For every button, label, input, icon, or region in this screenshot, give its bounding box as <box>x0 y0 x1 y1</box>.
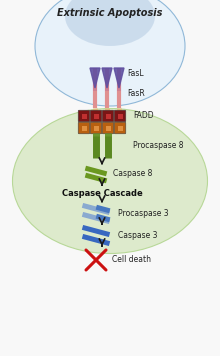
FancyBboxPatch shape <box>114 122 126 134</box>
Polygon shape <box>90 68 100 88</box>
Bar <box>85 166 107 176</box>
Bar <box>96 214 110 222</box>
Bar <box>82 234 110 246</box>
Bar <box>106 114 110 119</box>
FancyBboxPatch shape <box>90 122 102 134</box>
Bar <box>117 126 123 131</box>
Bar <box>94 126 99 131</box>
Bar <box>81 126 86 131</box>
Text: FADD: FADD <box>133 111 154 120</box>
FancyBboxPatch shape <box>114 110 126 122</box>
Text: FasL: FasL <box>127 69 144 79</box>
Bar <box>81 114 86 119</box>
Text: Caspase 8: Caspase 8 <box>113 169 152 178</box>
FancyBboxPatch shape <box>90 110 102 122</box>
Bar <box>94 114 99 119</box>
Text: Cell death: Cell death <box>112 256 151 265</box>
Bar <box>82 212 110 224</box>
Bar <box>82 203 110 215</box>
Bar <box>82 225 110 237</box>
Bar <box>96 205 110 213</box>
Text: Caspase 3: Caspase 3 <box>118 230 158 240</box>
Ellipse shape <box>35 0 185 106</box>
Ellipse shape <box>13 109 207 253</box>
Bar <box>106 126 110 131</box>
Bar <box>85 173 107 183</box>
FancyBboxPatch shape <box>102 110 114 122</box>
Text: Procaspase 3: Procaspase 3 <box>118 209 169 218</box>
FancyBboxPatch shape <box>78 122 90 134</box>
Text: Procaspase 8: Procaspase 8 <box>133 141 183 151</box>
Polygon shape <box>102 68 112 88</box>
Ellipse shape <box>65 0 155 46</box>
Polygon shape <box>114 68 124 88</box>
FancyBboxPatch shape <box>78 110 90 122</box>
Text: Caspase Cascade: Caspase Cascade <box>62 188 142 198</box>
Text: Extrinsic Apoptosis: Extrinsic Apoptosis <box>57 8 163 18</box>
Bar <box>117 114 123 119</box>
Text: FasR: FasR <box>127 89 145 99</box>
FancyBboxPatch shape <box>102 122 114 134</box>
